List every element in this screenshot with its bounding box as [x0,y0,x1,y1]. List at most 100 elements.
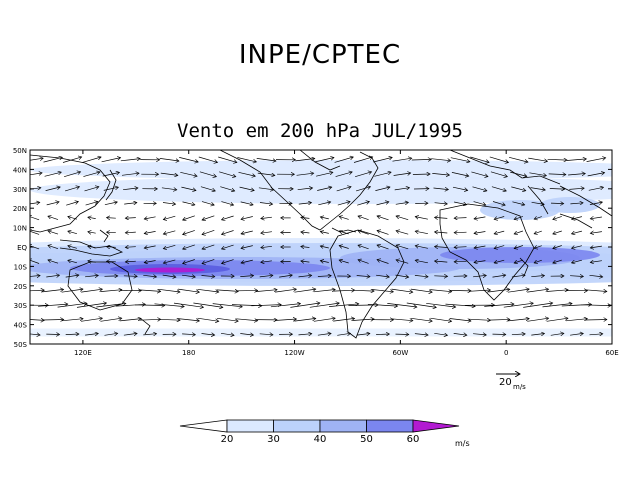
wind-vector [320,217,329,219]
wind-vector [183,230,195,234]
wind-vector [514,216,524,219]
wind-vector [236,319,258,321]
wind-vector [202,244,215,249]
wind-vector [290,303,320,308]
lat-label: 40S [14,322,28,330]
wind-vector [395,202,409,204]
wind-vector [377,231,389,235]
wind-vector [356,334,370,336]
wind-vector [320,246,329,248]
wind-vector [434,276,447,277]
wind-vector [468,290,491,291]
wind-vector [572,216,582,220]
wind-vector [222,230,234,235]
wind-vector [62,157,82,163]
wind-vector [494,216,505,220]
wind-vector [451,172,469,176]
wind-vector [121,173,139,175]
wind-vector [547,159,568,160]
wind-vector [65,187,79,192]
wind-vector [335,172,353,177]
wind-vector [528,157,547,161]
wind-vector [240,334,253,336]
wind-vector [96,303,126,308]
lon-label: 180 [182,349,195,357]
wind-vector [197,317,219,321]
wind-vector [143,334,156,335]
wind-vector [297,188,313,190]
wind-vector [314,158,334,163]
wind-vector [301,217,310,218]
colorbar: 20 30 40 50 60 m/s [179,419,470,448]
wind-vector [85,275,98,276]
wind-vector [298,334,312,335]
wind-vector [553,245,562,249]
wind-vector [553,230,562,234]
reference-vector: 20 m/s [496,374,526,391]
wind-vector [473,334,486,335]
wind-vector [30,260,40,264]
wind-vector [216,290,239,292]
wind-vector [222,259,234,264]
wind-vector [589,275,603,277]
wind-vector [357,202,369,206]
reference-value: 20 [499,377,512,388]
wind-vector [82,157,101,163]
wind-vector [396,260,409,264]
wind-vector [216,317,238,321]
wind-vector [586,158,606,162]
wind-vector [411,159,432,160]
wind-vector [367,304,398,306]
wind-vector [503,303,534,308]
wind-vector [492,201,505,206]
wind-vector [256,158,276,161]
wind-vector [449,318,471,322]
wind-speed-band [540,197,600,213]
wind-vector [88,246,96,247]
wind-vector [393,173,411,176]
wind-vector [115,304,146,306]
wind-vector [510,171,527,176]
wind-vector [546,318,568,322]
wind-vector [301,261,310,262]
wind-vector [452,186,468,190]
wind-vector [124,203,137,205]
wind-vector [259,334,273,335]
wind-vector [30,202,40,204]
wind-vector [589,202,603,205]
wind-vector [76,303,107,308]
wind-vector [159,158,179,161]
lat-label: 50N [13,147,27,155]
wind-vector [492,275,506,277]
wind-vector [376,202,389,206]
wind-vector [531,202,545,204]
wind-vector [334,157,354,163]
wind-vector [434,333,447,335]
wind-vector [182,275,195,277]
wind-vector [220,333,234,335]
wind-vector [317,276,331,277]
wind-vector [201,276,215,277]
wind-vector [30,158,43,161]
wind-vector [318,202,330,206]
wind-vector [355,172,372,178]
wind-vector [125,261,136,262]
wind-vector [550,333,564,335]
colorbar-tick-label: 60 [407,434,420,445]
map-axes: 50N 40N 30N 20N 10N EQ 10S 20S 30S 40S 50S 120E 180 1… [13,147,619,357]
wind-vector [426,302,456,307]
wind-vector [161,188,177,190]
wind-vector [435,247,448,248]
wind-vector [48,245,59,250]
wind-vector [377,216,389,221]
wind-vector [531,334,544,336]
wind-vector [474,246,486,248]
wind-vector [120,159,140,162]
wind-vector [585,320,607,321]
wind-speed-band [135,267,205,273]
wind-vector [144,246,156,248]
colorbar-unit: m/s [455,439,470,448]
wind-vector [337,202,350,206]
wind-vector [395,275,409,277]
